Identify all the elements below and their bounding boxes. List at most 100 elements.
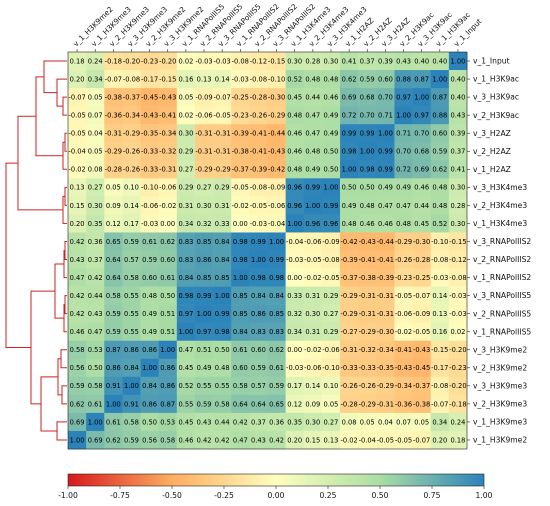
cell-value-label: 0.47 (178, 346, 193, 354)
cell-value-label: -0.34 (377, 346, 394, 354)
cell-value-label: 0.12 (287, 400, 302, 408)
cell-value-label: 0.46 (414, 184, 429, 192)
heatmap-cell (448, 178, 468, 197)
cell-value-label: 0.86 (160, 364, 175, 372)
cell-value-label: 0.46 (360, 220, 375, 228)
heatmap-cell (358, 52, 377, 71)
cell-value-label: 0.28 (305, 57, 320, 65)
cell-value-label: 0.68 (360, 94, 375, 102)
heatmap-cell (340, 106, 359, 125)
heatmap-cell (376, 124, 395, 143)
heatmap-cell (86, 88, 105, 107)
cell-value-label: -0.26 (123, 166, 140, 174)
cell-value-label: 0.69 (414, 166, 429, 174)
heatmap-cell (321, 106, 341, 125)
cell-value-label: -0.35 (377, 364, 394, 372)
heatmap-cell (68, 412, 87, 432)
dendrogram-link (64, 240, 67, 261)
cell-value-label: 0.86 (160, 382, 175, 390)
heatmap-cell (340, 160, 359, 179)
cell-value-label: 0.60 (142, 274, 157, 282)
cell-value-label: 0.42 (70, 292, 85, 300)
heatmap-cell (249, 160, 268, 179)
cell-value-label: 0.59 (360, 75, 375, 83)
heatmap-cell (340, 322, 359, 342)
heatmap-cell (158, 52, 178, 71)
cell-value-label: -0.37 (232, 166, 249, 174)
heatmap-cell (267, 142, 286, 161)
heatmap-cell (249, 124, 268, 143)
cell-value-label: 0.65 (106, 238, 121, 246)
heatmap-cell (412, 124, 432, 143)
heatmap-cell (213, 52, 232, 71)
cell-value-label: -0.37 (123, 94, 140, 102)
cell-value-label: -0.26 (250, 112, 267, 120)
heatmap-cell (140, 394, 159, 414)
heatmap-cell (122, 430, 141, 450)
cell-value-label: -0.44 (268, 130, 285, 138)
heatmap-cell (303, 178, 323, 197)
row-label: v_1_RNAPolIIS5 (473, 327, 531, 336)
heatmap-cell (358, 304, 377, 323)
heatmap-cell (340, 250, 359, 269)
cell-value-label: -0.08 (431, 382, 448, 390)
heatmap-cell (140, 106, 159, 125)
cell-value-label: 0.35 (88, 220, 103, 228)
cell-value-label: 0.97 (178, 310, 193, 318)
cell-value-label: 0.42 (70, 238, 85, 246)
heatmap-cell (376, 340, 395, 360)
cell-value-label: 0.33 (287, 292, 302, 300)
cell-value-label: -0.31 (377, 400, 394, 408)
row-label: v_3_H3K9me2 (473, 345, 527, 354)
cell-value-label: 1.00 (432, 75, 447, 83)
row-label: v_2_RNAPolIIS2 (473, 255, 531, 264)
heatmap-cell (104, 214, 123, 233)
heatmap-cell (430, 304, 450, 323)
cell-value-label: 0.31 (305, 292, 320, 300)
cell-value-label: 0.45 (178, 364, 193, 372)
cell-value-label: 0.18 (450, 436, 465, 444)
cell-value-label: 0.43 (396, 57, 411, 65)
row-dendrogram (5, 60, 67, 441)
cell-value-label: 0.20 (70, 220, 85, 228)
heatmap-cell (194, 124, 214, 143)
cell-value-label: 1.00 (106, 400, 121, 408)
cell-value-label: 1.00 (251, 256, 266, 264)
cell-value-label: -0.02 (304, 346, 321, 354)
heatmap-cell (213, 268, 232, 287)
dendrogram-link (35, 76, 63, 157)
heatmap-cell (104, 412, 123, 432)
cell-value-label: -0.45 (141, 94, 158, 102)
cell-value-label: 0.45 (287, 94, 302, 102)
heatmap-cell (430, 232, 450, 251)
heatmap-cell (394, 232, 413, 251)
heatmap-cell (267, 106, 286, 125)
cell-value-label: -0.41 (250, 148, 267, 156)
cell-value-label: 0.69 (70, 418, 85, 426)
cell-value-label: 0.58 (233, 382, 248, 390)
heatmap-cell (321, 52, 341, 71)
heatmap-cell (194, 322, 214, 342)
heatmap-cell (158, 358, 178, 378)
cell-value-label: 0.30 (305, 310, 320, 318)
cell-value-label: -0.41 (377, 256, 394, 264)
heatmap-cell (285, 160, 305, 179)
dendrogram-link (56, 78, 67, 107)
cell-value-label: 0.99 (378, 148, 393, 156)
cell-value-label: -0.04 (268, 220, 285, 228)
cell-value-label: 0.71 (378, 112, 393, 120)
cell-value-label: -0.10 (322, 364, 339, 372)
heatmap-cell (249, 412, 268, 432)
cell-value-label: 0.50 (88, 364, 103, 372)
cell-value-label: -0.05 (377, 436, 394, 444)
heatmap-cell (104, 268, 123, 287)
cell-value-label: 0.07 (88, 112, 103, 120)
cell-value-label: 0.41 (342, 57, 357, 65)
cell-value-label: -0.05 (322, 274, 339, 282)
cell-value-label: -0.05 (232, 184, 249, 192)
heatmap-cell (68, 196, 87, 215)
cell-value-label: 0.41 (450, 166, 465, 174)
heatmap-cell (303, 376, 323, 396)
cell-value-label: 0.55 (215, 382, 230, 390)
cell-value-label: 0.97 (414, 112, 429, 120)
